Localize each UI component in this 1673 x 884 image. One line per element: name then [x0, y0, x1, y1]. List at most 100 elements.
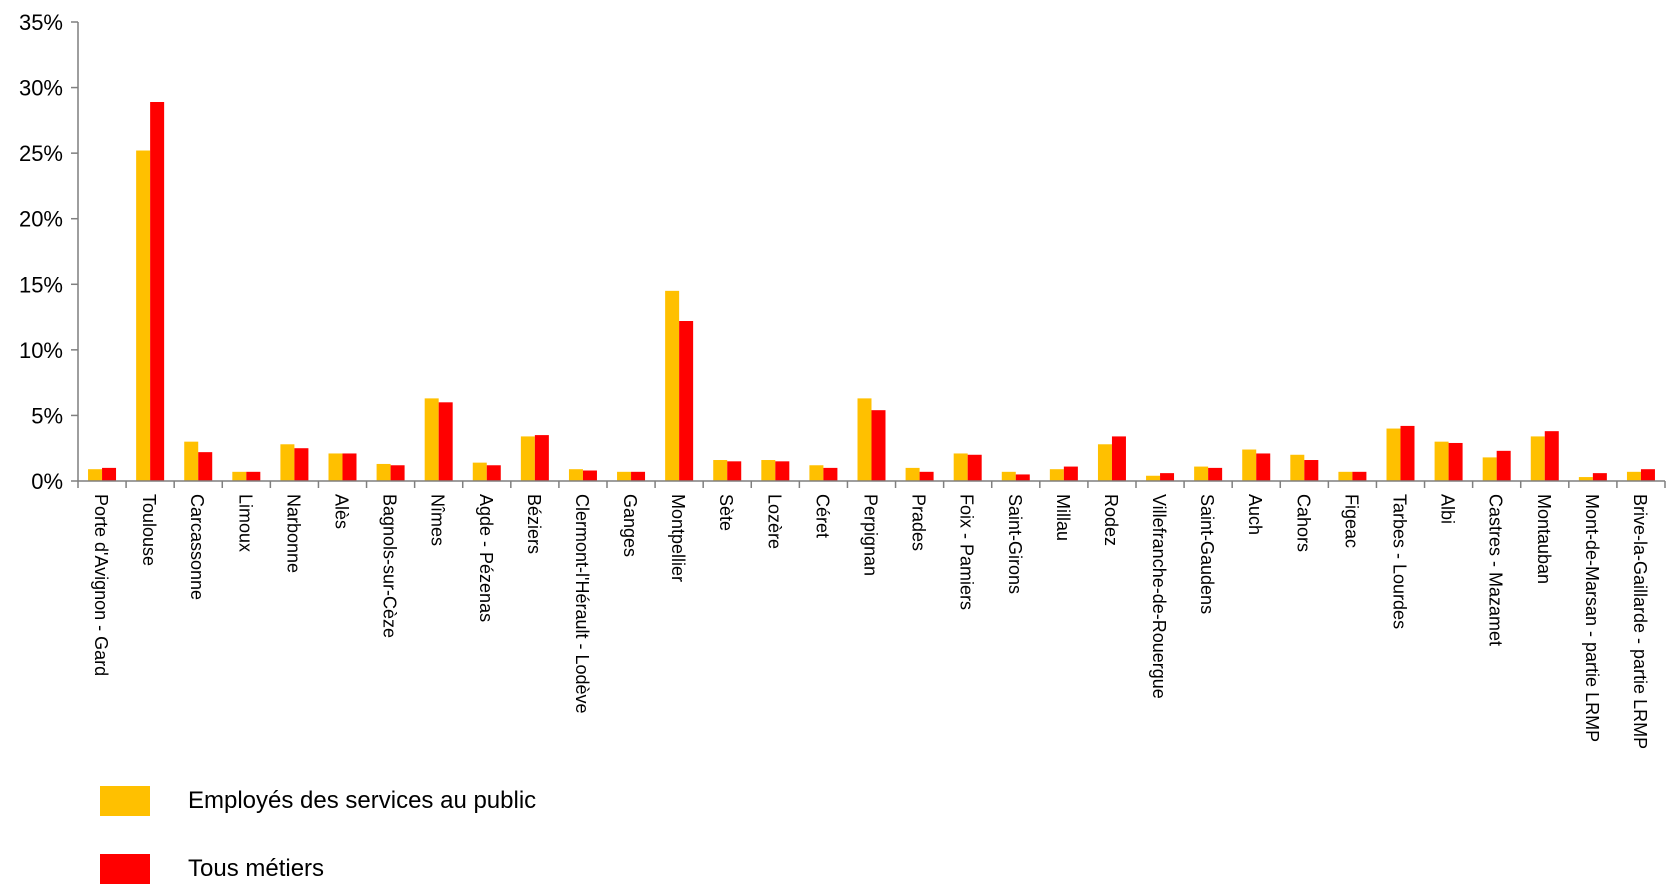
bar-tous-metiers	[727, 461, 742, 481]
bar-tous-metiers	[1496, 450, 1511, 481]
bar-employes	[761, 460, 776, 481]
bar-tous-metiers	[438, 402, 453, 481]
bar-tous-metiers	[871, 410, 886, 481]
x-tick-label: Céret	[812, 494, 832, 538]
bar-employes	[617, 471, 632, 481]
bar-employes	[184, 441, 199, 481]
bar-employes	[1530, 436, 1545, 481]
legend-swatch-tous-metiers	[100, 854, 150, 884]
y-tick-label: 5%	[31, 403, 63, 428]
bar-tous-metiers	[582, 470, 597, 481]
bar-tous-metiers	[1208, 467, 1223, 481]
x-tick-label: Montauban	[1534, 494, 1554, 584]
x-tick-label: Porte d'Avignon - Gard	[91, 494, 111, 676]
bar-employes	[1386, 428, 1401, 481]
x-tick-label: Limoux	[235, 494, 255, 552]
y-tick-label: 10%	[19, 338, 63, 363]
y-tick-label: 35%	[19, 10, 63, 35]
legend-label-tous-metiers: Tous métiers	[188, 855, 325, 882]
y-tick-label: 25%	[19, 141, 63, 166]
bar-tous-metiers	[534, 435, 549, 481]
bar-employes	[1482, 457, 1497, 481]
x-tick-label: Saint-Gaudens	[1197, 494, 1217, 614]
x-tick-label: Clermont-l'Hérault - Lodève	[572, 494, 592, 714]
bar-employes	[88, 469, 103, 481]
bar-tous-metiers	[919, 471, 934, 481]
bar-tous-metiers	[1544, 431, 1559, 481]
bar-employes	[953, 453, 968, 481]
bar-tous-metiers	[1640, 469, 1655, 481]
x-tick-label: Lozère	[764, 494, 784, 549]
bar-employes	[376, 463, 391, 481]
bar-employes	[1097, 444, 1112, 481]
x-tick-label: Sète	[716, 494, 736, 531]
bar-tous-metiers	[150, 101, 165, 482]
bar-tous-metiers	[1063, 466, 1078, 481]
y-tick-label: 20%	[19, 207, 63, 232]
x-tick-label: Cahors	[1293, 494, 1313, 552]
bar-employes	[568, 469, 583, 481]
bar-tous-metiers	[1015, 474, 1030, 481]
bar-employes	[280, 444, 295, 481]
bar-employes	[1434, 441, 1449, 481]
bar-employes	[520, 436, 535, 481]
bar-employes	[1001, 471, 1016, 481]
x-tick-label: Prades	[909, 494, 929, 551]
x-tick-label: Carcassonne	[187, 494, 207, 600]
x-tick-label: Brive-la-Gaillarde - partie LRMP	[1630, 494, 1650, 749]
bar-tous-metiers	[486, 465, 501, 481]
bar-tous-metiers	[1400, 425, 1415, 481]
x-tick-label: Millau	[1053, 494, 1073, 541]
x-tick-label: Alès	[332, 494, 352, 529]
bar-tous-metiers	[1592, 473, 1607, 481]
bar-tous-metiers	[294, 448, 309, 481]
x-tick-label: Saint-Girons	[1005, 494, 1025, 594]
bar-employes	[1146, 475, 1161, 481]
x-tick-label: Agde - Pézenas	[476, 494, 496, 622]
x-tick-label: Auch	[1245, 494, 1265, 535]
x-tick-label: Rodez	[1101, 494, 1121, 546]
x-tick-label: Albi	[1438, 494, 1458, 524]
x-tick-label: Nîmes	[428, 494, 448, 546]
bar-employes	[1338, 471, 1353, 481]
bar-tous-metiers	[967, 454, 982, 481]
bar-tous-metiers	[1304, 460, 1319, 481]
x-tick-label: Ganges	[620, 494, 640, 557]
bar-employes	[713, 460, 728, 481]
bar-employes	[1049, 469, 1064, 481]
legend-label-employes: Employés des services au public	[188, 787, 537, 814]
bar-tous-metiers	[390, 465, 405, 481]
bar-tous-metiers	[102, 467, 117, 481]
bar-employes	[136, 150, 151, 481]
bar-tous-metiers	[631, 471, 646, 481]
bar-employes	[1194, 466, 1209, 481]
bar-tous-metiers	[198, 452, 213, 481]
bar-employes	[809, 465, 824, 481]
x-tick-label: Montpellier	[668, 494, 688, 582]
x-tick-label: Béziers	[524, 494, 544, 554]
x-tick-label: Foix - Pamiers	[957, 494, 977, 610]
bar-tous-metiers	[342, 453, 357, 481]
bar-employes	[1242, 449, 1257, 481]
x-tick-label: Villefranche-de-Rouergue	[1149, 494, 1169, 699]
bar-employes	[857, 398, 872, 481]
bar-tous-metiers	[1448, 442, 1463, 481]
x-tick-label: Bagnols-sur-Cèze	[380, 494, 400, 638]
x-tick-label: Mont-de-Marsan - partie LRMP	[1582, 494, 1602, 742]
bar-employes	[424, 398, 439, 481]
bar-employes	[1626, 471, 1641, 481]
legend-item-tous-metiers: Tous métiers	[100, 854, 324, 884]
x-tick-label: Figeac	[1341, 494, 1361, 548]
x-tick-label: Perpignan	[861, 494, 881, 576]
y-tick-label: 15%	[19, 272, 63, 297]
x-tick-label: Castres - Mazamet	[1486, 494, 1506, 646]
legend-swatch-employes	[100, 786, 150, 816]
legend-item-employes: Employés des services au public	[100, 786, 536, 816]
bar-tous-metiers	[246, 471, 261, 481]
bar-employes	[1290, 454, 1305, 481]
bar-employes	[472, 462, 487, 481]
x-tick-label: Toulouse	[139, 494, 159, 566]
x-tick-label: Tarbes - Lourdes	[1390, 494, 1410, 629]
